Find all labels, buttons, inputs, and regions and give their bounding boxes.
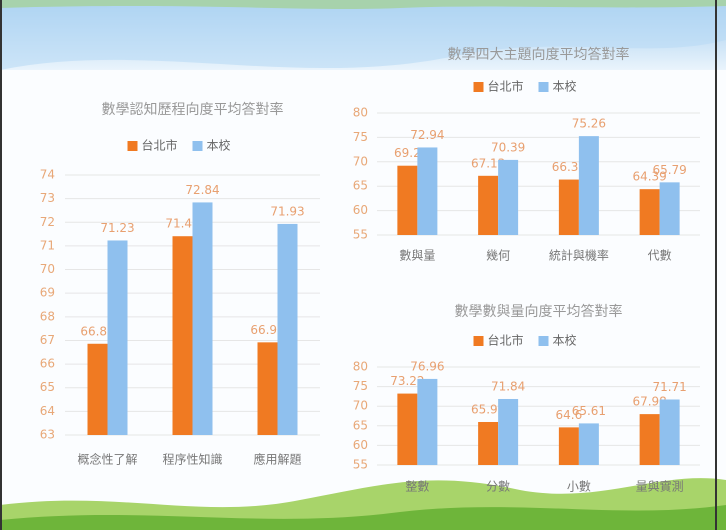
bar: [498, 160, 518, 235]
y-tick-label: 65: [353, 179, 368, 193]
x-tick-label: 幾何: [486, 249, 510, 263]
y-tick-label: 69: [40, 286, 55, 300]
bar: [397, 394, 417, 465]
chart-title: 數學四大主題向度平均答對率: [448, 46, 630, 63]
y-tick-label: 68: [40, 309, 55, 323]
x-tick-label: 量與實測: [636, 479, 684, 494]
bar: [193, 202, 213, 435]
chart-title: 數學數與量向度平均答對率: [455, 303, 623, 320]
y-tick-label: 70: [40, 262, 55, 276]
y-tick-label: 67: [40, 333, 55, 347]
bar: [173, 236, 193, 435]
x-tick-label: 分數: [486, 480, 510, 494]
bar: [478, 176, 498, 235]
y-tick-label: 80: [353, 106, 368, 120]
slide: 數學認知歷程向度平均答對率台北市本校6364656667686970717273…: [0, 0, 726, 530]
y-tick-label: 66: [40, 357, 55, 371]
chart: 數學認知歷程向度平均答對率台北市本校6364656667686970717273…: [0, 0, 726, 530]
value-label: 76.96: [410, 359, 444, 373]
value-label: 72.94: [410, 128, 444, 142]
y-tick-label: 65: [353, 418, 368, 432]
y-tick-label: 74: [40, 168, 55, 182]
bar: [579, 423, 599, 465]
value-label: 71.84: [491, 379, 525, 393]
y-tick-label: 75: [353, 379, 368, 393]
bar: [417, 147, 437, 235]
legend-swatch: [193, 141, 203, 151]
x-tick-label: 應用解題: [253, 452, 301, 467]
value-label: 69.2: [394, 146, 421, 160]
y-tick-label: 60: [353, 438, 368, 452]
x-tick-label: 整數: [405, 479, 429, 494]
bar: [417, 379, 437, 465]
value-label: 65.79: [652, 163, 686, 177]
value-label: 72.84: [185, 183, 219, 197]
legend-label: 台北市: [488, 333, 524, 348]
legend-label: 台北市: [142, 138, 178, 153]
bar: [559, 427, 579, 465]
y-tick-label: 73: [40, 191, 55, 205]
bar: [579, 136, 599, 235]
legend-swatch: [539, 336, 549, 346]
x-tick-label: 統計與機率: [549, 248, 609, 263]
legend-label: 本校: [207, 138, 231, 153]
value-label: 71.71: [652, 380, 686, 394]
y-tick-label: 75: [353, 130, 368, 144]
x-tick-label: 程序性知識: [162, 452, 222, 467]
y-tick-label: 70: [353, 154, 368, 168]
y-tick-label: 70: [353, 399, 368, 413]
bar: [278, 224, 298, 435]
legend-swatch: [539, 82, 549, 92]
y-tick-label: 64: [40, 404, 55, 418]
x-tick-label: 小數: [567, 480, 591, 494]
bar: [498, 399, 518, 465]
bar: [397, 166, 417, 235]
bar: [478, 422, 498, 465]
bar: [108, 240, 128, 435]
value-label: 70.39: [491, 140, 525, 154]
bar: [660, 399, 680, 465]
value-label: 65.61: [572, 404, 606, 418]
y-tick-label: 55: [353, 458, 368, 472]
value-label: 71.23: [100, 221, 134, 235]
x-tick-label: 數與量: [399, 249, 435, 263]
legend-swatch: [474, 82, 484, 92]
legend-label: 台北市: [488, 79, 524, 94]
legend-label: 本校: [553, 79, 577, 94]
chart-title: 數學認知歷程向度平均答對率: [102, 101, 284, 118]
y-tick-label: 55: [353, 228, 368, 242]
x-tick-label: 代數: [648, 249, 672, 263]
y-tick-label: 72: [40, 215, 55, 229]
y-tick-label: 71: [40, 238, 55, 252]
x-tick-label: 概念性了解: [77, 452, 137, 467]
bar: [640, 189, 660, 235]
bar: [660, 182, 680, 235]
y-tick-label: 63: [40, 428, 55, 442]
bar: [88, 344, 108, 435]
y-tick-label: 80: [353, 360, 368, 374]
legend-swatch: [474, 336, 484, 346]
legend-label: 本校: [553, 333, 577, 348]
bar: [559, 180, 579, 235]
value-label: 71.93: [270, 204, 304, 218]
y-tick-label: 60: [353, 203, 368, 217]
value-label: 75.26: [572, 117, 606, 131]
bar: [640, 414, 660, 465]
y-tick-label: 65: [40, 380, 55, 394]
bar: [258, 342, 278, 435]
legend-swatch: [128, 141, 138, 151]
